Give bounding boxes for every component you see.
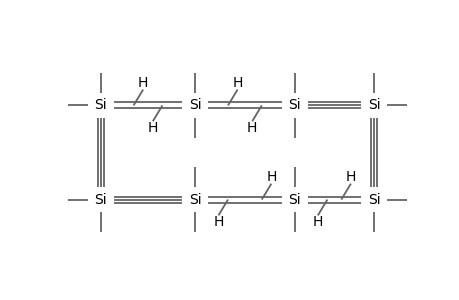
Text: H: H: [213, 215, 223, 229]
Text: H: H: [312, 215, 322, 229]
Text: H: H: [147, 121, 158, 135]
Text: H: H: [138, 76, 148, 90]
Text: H: H: [232, 76, 242, 90]
Text: Si: Si: [189, 193, 201, 206]
Text: Si: Si: [288, 193, 300, 206]
Text: Si: Si: [288, 98, 300, 112]
Text: Si: Si: [94, 98, 107, 112]
Text: Si: Si: [189, 98, 201, 112]
Text: Si: Si: [367, 98, 380, 112]
Text: Si: Si: [367, 193, 380, 206]
Text: H: H: [345, 170, 355, 184]
Text: Si: Si: [94, 193, 107, 206]
Text: H: H: [266, 170, 276, 184]
Text: H: H: [246, 121, 257, 135]
